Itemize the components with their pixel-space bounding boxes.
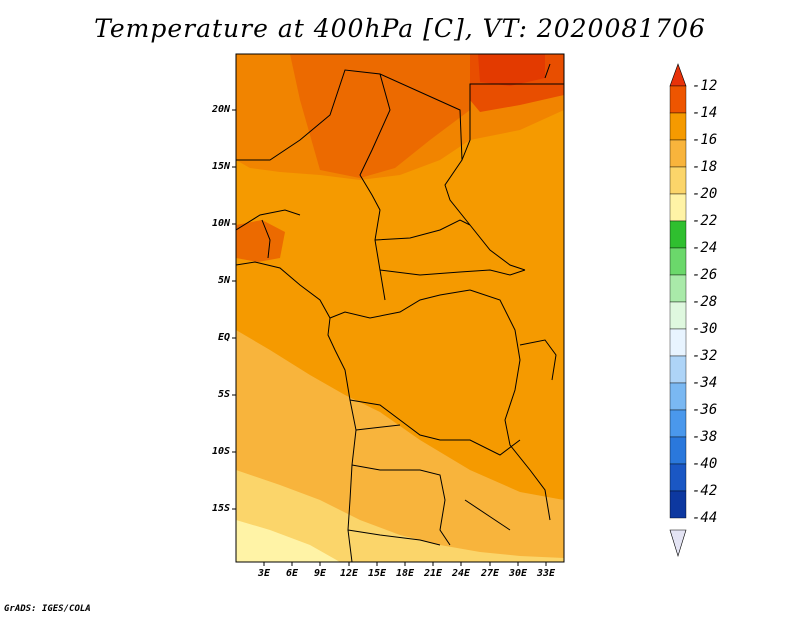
colorbar-top-arrow: [669, 63, 687, 87]
colorbar-label: -44: [692, 510, 718, 526]
lat-label-5n: 5N: [217, 275, 230, 286]
colorbar-label: -30: [692, 321, 718, 337]
lon-label-9e: 9E: [313, 568, 327, 579]
lat-label-10n: 10N: [211, 218, 230, 229]
map-title: Temperature at 400hPa [C], VT: 202008170…: [94, 14, 706, 43]
colorbar-label: -40: [692, 456, 718, 472]
colorbar-label: -22: [692, 213, 718, 229]
colorbar-bottom-arrow: [669, 529, 687, 558]
lon-label-6e: 6E: [285, 568, 299, 579]
lat-label-eq: EQ: [217, 332, 230, 343]
colorbar-label: -12: [692, 78, 718, 94]
lon-label-18e: 18E: [395, 568, 415, 579]
coolest-band-southwest: [236, 520, 340, 562]
software-credit: GrADS: IGES/COLA: [4, 604, 91, 614]
lon-label-3e: 3E: [257, 568, 271, 579]
colorbar-label: -32: [692, 348, 718, 364]
colorbar-label: -28: [692, 294, 718, 310]
lon-label-27e: 27E: [480, 568, 500, 579]
colorbar: [669, 63, 687, 558]
lon-label-30e: 30E: [508, 568, 528, 579]
colorbar-label: -18: [692, 159, 718, 175]
colorbar-label: -26: [692, 267, 718, 283]
cool-band-south: [236, 470, 564, 562]
warm-core-sahara: [290, 54, 470, 178]
lon-label-24e: 24E: [451, 568, 471, 579]
colorbar-label: -34: [692, 375, 718, 391]
lat-label-15s: 15S: [211, 503, 230, 514]
lon-label-33e: 33E: [536, 568, 556, 579]
lat-label-5s: 5S: [217, 389, 230, 400]
colorbar-label: -16: [692, 132, 718, 148]
lat-label-20n: 20N: [211, 104, 230, 115]
temperature-field: [236, 54, 564, 562]
plot-frame: [235, 53, 565, 563]
colorbar-label: -24: [692, 240, 718, 256]
country-boundaries: [236, 63, 564, 562]
lat-label-15n: 15N: [211, 161, 230, 172]
colorbar-label: -42: [692, 483, 718, 499]
lon-label-21e: 21E: [423, 568, 443, 579]
lon-label-15e: 15E: [367, 568, 387, 579]
warm-patch-west-africa: [236, 220, 285, 262]
colorbar-label: -20: [692, 186, 718, 202]
lon-label-12e: 12E: [339, 568, 359, 579]
colorbar-label: -14: [692, 105, 718, 121]
lat-label-10s: 10S: [211, 446, 230, 457]
colorbar-label: -36: [692, 402, 718, 418]
colorbar-label: -38: [692, 429, 718, 445]
